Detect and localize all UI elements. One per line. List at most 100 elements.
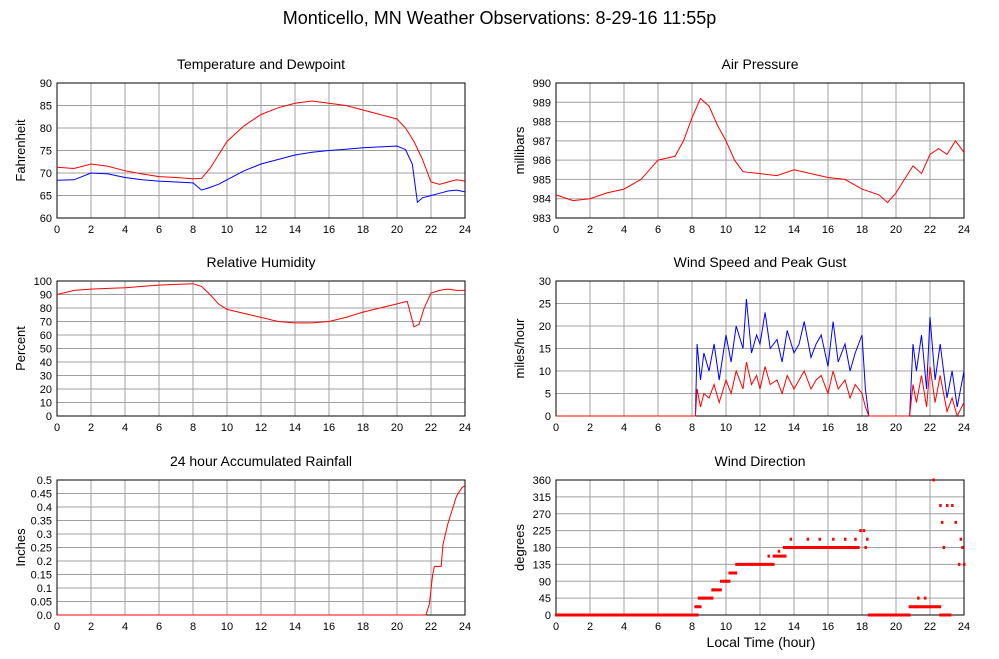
x-tick-label: 20: [890, 621, 902, 633]
direction-point: [844, 546, 846, 549]
direction-point: [565, 613, 568, 617]
direction-point: [655, 613, 658, 617]
direction-point: [776, 554, 778, 558]
x-tick-label: 22: [425, 224, 437, 236]
direction-point: [957, 562, 961, 566]
y-tick-label: 0.05: [31, 597, 52, 609]
direction-point: [801, 546, 804, 549]
direction-point: [600, 613, 603, 617]
x-tick-label: 18: [856, 422, 868, 434]
y-tick-label: 315: [533, 492, 551, 504]
x-tick-label: 22: [924, 621, 936, 633]
direction-point: [872, 613, 875, 617]
x-tick-label: 0: [54, 422, 60, 434]
direction-point: [942, 613, 945, 617]
direction-point: [772, 562, 775, 566]
y-axis-label: Inches: [13, 528, 28, 567]
direction-point: [697, 596, 700, 600]
x-tick-label: 24: [459, 224, 471, 236]
direction-point: [560, 613, 563, 617]
direction-point: [864, 546, 867, 549]
x-tick-label: 0: [553, 224, 559, 236]
direction-point: [753, 562, 756, 566]
x-tick-label: 10: [221, 422, 233, 434]
direction-point: [912, 605, 914, 609]
y-tick-label: 5: [545, 389, 551, 401]
x-tick-label: 8: [689, 621, 695, 633]
x-tick-label: 14: [788, 422, 800, 434]
direction-point: [886, 613, 889, 617]
chart-title: Air Pressure: [721, 56, 798, 72]
direction-point: [895, 613, 897, 617]
direction-point: [694, 613, 697, 617]
y-tick-label: 100: [34, 276, 52, 288]
y-tick-label: 10: [539, 366, 551, 378]
direction-point: [572, 613, 574, 617]
direction-point: [594, 613, 597, 617]
direction-point: [893, 613, 896, 617]
direction-point: [614, 613, 617, 617]
direction-point: [769, 562, 772, 566]
direction-point: [784, 546, 787, 549]
x-tick-label: 2: [587, 422, 593, 434]
plot-frame: [56, 82, 466, 219]
x-tick-label: 12: [754, 621, 766, 633]
direction-point: [818, 537, 821, 541]
direction-point: [599, 613, 602, 617]
direction-point: [668, 613, 671, 617]
direction-point: [857, 546, 860, 549]
direction-point: [779, 554, 782, 558]
direction-point: [660, 613, 663, 617]
x-tick-label: 10: [221, 621, 233, 633]
direction-point: [774, 554, 777, 558]
direction-point: [930, 605, 933, 609]
direction-point: [942, 546, 946, 549]
direction-point: [804, 546, 807, 549]
direction-point: [900, 613, 903, 617]
direction-point: [714, 588, 717, 592]
chart-title: Relative Humidity: [207, 254, 316, 270]
direction-point: [910, 605, 913, 609]
direction-point: [845, 546, 848, 549]
direction-point: [701, 596, 704, 600]
direction-point: [638, 613, 641, 617]
x-tick-label: 10: [720, 422, 732, 434]
direction-point: [621, 613, 624, 617]
direction-point: [803, 546, 806, 549]
direction-point: [706, 596, 709, 600]
direction-point: [641, 613, 644, 617]
direction-point: [696, 605, 699, 609]
direction-point: [711, 596, 714, 600]
direction-point: [689, 613, 692, 617]
direction-point: [604, 613, 607, 617]
x-tick-label: 2: [88, 224, 94, 236]
direction-point: [934, 605, 937, 609]
x-tick-label: 16: [822, 422, 834, 434]
y-tick-label: 65: [40, 191, 52, 203]
y-tick-label: 0.5: [37, 475, 52, 487]
direction-point: [959, 537, 963, 541]
direction-point: [589, 613, 591, 617]
chart-title: Wind Direction: [714, 453, 805, 469]
x-tick-label: 18: [357, 621, 369, 633]
direction-point: [611, 613, 614, 617]
direction-point: [764, 562, 767, 566]
y-tick-label: 990: [533, 78, 551, 90]
x-tick-label: 12: [754, 422, 766, 434]
direction-point: [582, 613, 585, 617]
direction-point: [694, 605, 697, 609]
direction-point: [719, 588, 722, 592]
x-tick-label: 4: [621, 224, 627, 236]
direction-point: [833, 546, 836, 549]
direction-point: [855, 546, 858, 549]
direction-point: [738, 562, 741, 566]
direction-point: [947, 613, 950, 617]
direction-point: [561, 613, 564, 617]
direction-point: [636, 613, 639, 617]
y-axis-label: millibars: [512, 126, 527, 174]
direction-point: [680, 613, 683, 617]
